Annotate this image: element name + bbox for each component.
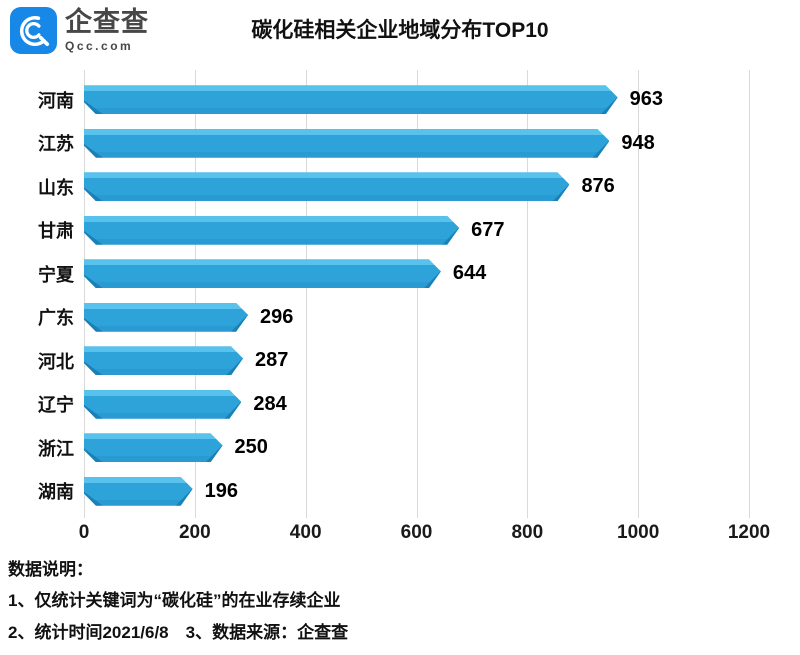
bar xyxy=(84,477,193,506)
chart-row-4: 甘肃 677 xyxy=(0,209,790,253)
bar-track: 876 xyxy=(84,172,749,201)
category-label: 河北 xyxy=(38,351,74,372)
bar xyxy=(84,85,618,114)
value-label: 963 xyxy=(629,88,664,111)
category-label: 宁夏 xyxy=(38,264,74,285)
bar-track: 948 xyxy=(84,129,749,158)
bar-track: 250 xyxy=(84,433,749,462)
chart-row-2: 江苏 948 xyxy=(0,122,790,166)
qcc-logo: 企查查 Qcc.com xyxy=(10,7,149,54)
chart-title: 碳化硅相关企业地域分布TOP10 xyxy=(251,19,549,42)
value-label: 250 xyxy=(234,436,268,459)
gridline-0 xyxy=(84,70,85,518)
category-label: 河南 xyxy=(38,90,74,111)
value-label: 876 xyxy=(581,175,615,198)
category-label: 广东 xyxy=(38,308,74,329)
gridline-1000 xyxy=(638,70,640,518)
gridlines xyxy=(84,70,750,518)
bar-track: 284 xyxy=(84,390,749,419)
footnote-line-2: 2、统计时间2021/6/8 3、数据来源：企查查 xyxy=(8,622,349,642)
x-tick-label-800: 800 xyxy=(511,522,544,543)
x-tick-label-400: 400 xyxy=(289,522,322,543)
bar-track: 196 xyxy=(84,477,749,506)
bar xyxy=(84,216,459,245)
bar xyxy=(84,433,223,462)
category-label: 湖南 xyxy=(38,482,74,503)
category-label: 江苏 xyxy=(38,134,74,155)
bar xyxy=(84,390,241,419)
bar xyxy=(84,259,441,288)
chart-row-5: 宁夏 644 xyxy=(0,252,790,296)
value-label: 196 xyxy=(204,479,238,502)
qcc-logo-icon xyxy=(10,7,57,54)
chart-row-8: 辽宁 284 xyxy=(0,383,790,427)
footnote-heading: 数据说明： xyxy=(8,560,93,579)
chart-row-9: 浙江 250 xyxy=(0,426,790,470)
footnote-line-1: 1、仅统计关键词为“碳化硅”的在业存续企业 xyxy=(8,591,341,611)
logo-name: 企查查 xyxy=(65,7,149,38)
bar-chart: 河南 963 江苏 948 山东 876 甘肃 677 宁夏 644 广东 296 河北 287 辽宁 284… xyxy=(0,70,800,548)
bar xyxy=(84,303,248,332)
chart-row-1: 河南 963 xyxy=(0,78,790,122)
x-tick-label-600: 600 xyxy=(400,522,433,543)
chart-rows: 河南 963 江苏 948 山东 876 甘肃 677 宁夏 644 广东 296 河北 287 辽宁 284… xyxy=(0,78,790,513)
x-tick-label-0: 0 xyxy=(78,522,90,543)
x-tick-label-1200: 1200 xyxy=(727,522,771,543)
x-tick-label-1000: 1000 xyxy=(617,522,660,543)
bar-track: 677 xyxy=(84,216,749,245)
x-axis: 0 200 400 600 800 1000 1200 xyxy=(79,522,770,548)
value-label: 287 xyxy=(255,349,289,372)
chart-row-7: 河北 287 xyxy=(0,339,790,383)
chart-row-6: 广东 296 xyxy=(0,296,790,340)
value-label: 677 xyxy=(471,218,505,241)
x-tick-label-200: 200 xyxy=(178,522,211,543)
gridline-600 xyxy=(416,70,418,518)
category-label: 辽宁 xyxy=(38,395,74,416)
bar-track: 296 xyxy=(84,303,749,332)
logo-domain: Qcc.com xyxy=(65,38,134,53)
category-label: 甘肃 xyxy=(38,221,74,242)
gridline-800 xyxy=(527,70,529,518)
bar xyxy=(84,346,243,375)
value-label: 284 xyxy=(253,392,287,415)
bar xyxy=(84,172,569,201)
chart-row-3: 山东 876 xyxy=(0,165,790,209)
value-label: 644 xyxy=(452,262,487,285)
gridline-1200 xyxy=(749,70,750,518)
footnotes: 数据说明： 1、仅统计关键词为“碳化硅”的在业存续企业 2、统计时间2021/6… xyxy=(8,560,348,654)
value-label: 296 xyxy=(260,305,294,328)
qcc-logo-text: 企查查 Qcc.com xyxy=(65,7,149,53)
gridline-400 xyxy=(305,70,307,518)
value-label: 948 xyxy=(621,131,655,154)
gridline-200 xyxy=(194,70,196,518)
bar-track: 644 xyxy=(84,259,749,288)
bar xyxy=(84,129,609,158)
category-label: 浙江 xyxy=(38,438,74,459)
bar-track: 963 xyxy=(84,85,749,114)
bar-track: 287 xyxy=(84,346,749,375)
category-label: 山东 xyxy=(38,177,74,198)
chart-row-10: 湖南 196 xyxy=(0,470,790,514)
